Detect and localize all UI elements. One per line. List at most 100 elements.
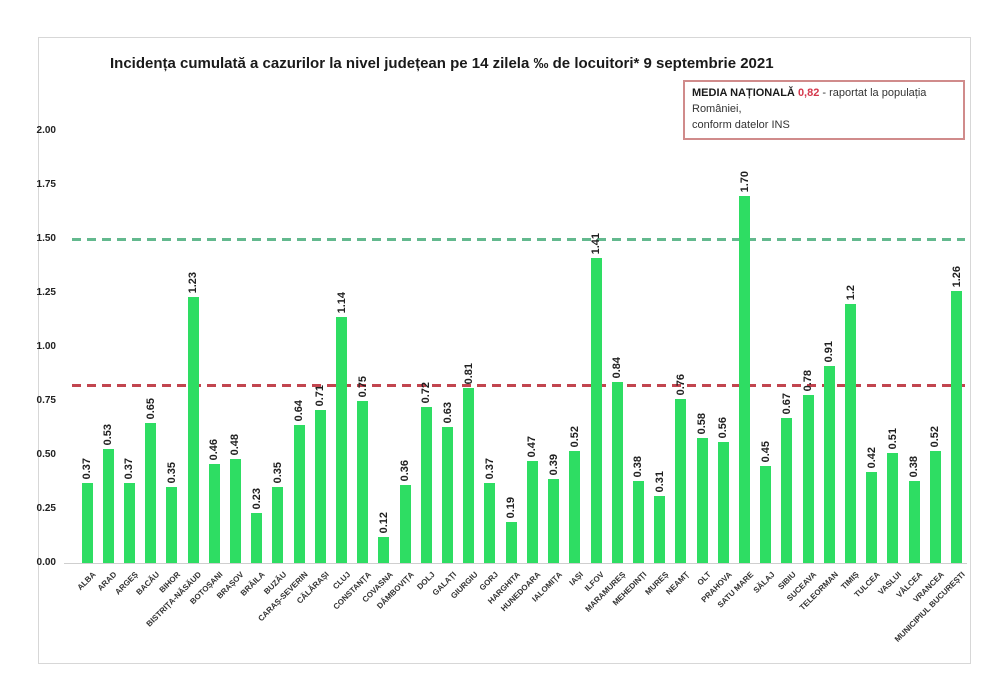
bar-buz-u xyxy=(272,487,284,563)
bar-suceava xyxy=(802,395,814,563)
y-axis-tick-1.75: 1.75 xyxy=(36,179,56,190)
bar-prahova xyxy=(717,442,729,563)
bar-value-suceava: 0.78 xyxy=(802,369,815,391)
bar-value-dolj: 0.72 xyxy=(420,381,433,403)
plot-area: 0.37 ALBA 0.53 ARAD 0.37 ARGEȘ 0.65 BACĂU 0.35 BI… xyxy=(68,131,967,644)
bar-value-municipiul-bucure-ti: 1.26 xyxy=(950,265,963,287)
bar-value-bihor: 0.35 xyxy=(165,461,178,483)
bar-value-mehedin-i: 0.38 xyxy=(632,455,645,477)
bar-bihor xyxy=(166,487,178,563)
bar-value-bistri-a-n-s-ud: 1.23 xyxy=(187,271,200,293)
bar-bra-ov xyxy=(229,459,241,563)
bar-s-laj xyxy=(760,466,772,563)
bar-harghita xyxy=(505,522,517,563)
bar-mehedin-i xyxy=(632,481,644,563)
bar-vrancea xyxy=(929,451,941,563)
bar-value-sibiu: 0.67 xyxy=(780,392,793,414)
bar-timi- xyxy=(845,304,857,563)
legend-text-line2: conform datelor INS xyxy=(692,118,790,131)
bar-boto-ani xyxy=(208,464,220,563)
bar-value-constan-a: 0.75 xyxy=(356,375,369,397)
y-axis-tick-1.00: 1.00 xyxy=(36,341,56,352)
bar-value-satu-mare: 1.70 xyxy=(738,170,751,192)
bar-value-mure-: 0.31 xyxy=(653,470,666,492)
bar-value-bra-ov: 0.48 xyxy=(229,433,242,455)
bar-value-hunedoara: 0.47 xyxy=(526,435,539,457)
bar-value-tulcea: 0.42 xyxy=(865,446,878,468)
bar-value-harghita: 0.19 xyxy=(505,496,518,518)
bar-covasna xyxy=(378,537,390,563)
bar-value-bac-u: 0.65 xyxy=(144,397,157,419)
bar-value-giurgiu: 0.81 xyxy=(462,362,475,384)
bar-ilfov xyxy=(590,258,602,563)
bar-value-vaslui: 0.51 xyxy=(886,427,899,449)
bar-bac-u xyxy=(145,423,157,563)
bar-br-ila xyxy=(251,513,263,563)
y-axis-tick-0.75: 0.75 xyxy=(36,395,56,406)
bar-olt xyxy=(696,438,708,563)
bar-alba xyxy=(81,483,93,563)
y-axis-tick-1.25: 1.25 xyxy=(36,287,56,298)
bar-value-vrancea: 0.52 xyxy=(929,425,942,447)
x-axis-line xyxy=(64,563,967,564)
bar-maramure- xyxy=(611,382,623,563)
legend-text: - raportat la populația României, xyxy=(692,87,927,115)
bar-value-cluj: 1.14 xyxy=(335,291,348,313)
bar-satu-mare xyxy=(739,196,750,563)
bar-value-ilfov: 1.41 xyxy=(590,232,603,254)
bar-c-l-ra-i xyxy=(314,410,326,563)
bar-value-buz-u: 0.35 xyxy=(271,461,284,483)
bar-vaslui xyxy=(887,453,899,563)
bar-value-alba: 0.37 xyxy=(81,457,93,479)
bar-value-neam-: 0.76 xyxy=(674,373,687,395)
bar-value-gorj: 0.37 xyxy=(483,457,496,479)
bar-cluj xyxy=(336,317,348,563)
y-axis-tick-1.50: 1.50 xyxy=(36,233,56,244)
media-nationala-0.82-line xyxy=(72,384,965,388)
bar-value-timi-: 1.2 xyxy=(844,284,857,300)
bar-mure- xyxy=(654,496,666,563)
bar-value-ia-i: 0.52 xyxy=(568,425,581,447)
bar-arad xyxy=(102,449,114,563)
bar-constan-a xyxy=(357,401,369,563)
bar-value-covasna: 0.12 xyxy=(377,511,390,533)
bar-value-gala-i: 0.63 xyxy=(441,401,454,423)
legend-value: 0,82 xyxy=(797,87,820,99)
bar-value-v-lcea: 0.38 xyxy=(908,455,921,477)
bar-ia-i xyxy=(569,451,581,563)
bar-value-s-laj: 0.45 xyxy=(759,440,772,462)
bar-dolj xyxy=(420,407,432,563)
y-axis-tick-2.00: 2.00 xyxy=(36,125,56,136)
bar-value-arge-: 0.37 xyxy=(123,457,136,479)
bar-municipiul-bucure-ti xyxy=(951,291,963,563)
bar-giurgiu xyxy=(463,388,475,563)
y-axis-tick-0.00: 0.00 xyxy=(36,557,56,568)
bar-value-olt: 0.58 xyxy=(696,412,709,434)
bar-gala-i xyxy=(442,427,454,563)
bar-sibiu xyxy=(781,418,793,563)
bar-value-ialomi-a: 0.39 xyxy=(547,453,560,475)
y-axis-tick-0.50: 0.50 xyxy=(36,449,56,460)
bar-value-teleorman: 0.91 xyxy=(823,340,836,362)
bar-value-c-l-ra-i: 0.71 xyxy=(314,384,327,406)
bar-gorj xyxy=(484,483,496,563)
bar-value-prahova: 0.56 xyxy=(717,416,730,438)
bar-value-arad: 0.53 xyxy=(102,423,115,445)
bar-teleorman xyxy=(823,366,835,563)
bar-cara-severin xyxy=(293,425,305,563)
threshold-1.50-line xyxy=(72,237,965,241)
bar-neam- xyxy=(675,399,687,563)
bar-tulcea xyxy=(866,472,878,563)
bar-value-maramure-: 0.84 xyxy=(611,356,624,378)
bar-ialomi-a xyxy=(548,479,560,563)
bar-bistri-a-n-s-ud xyxy=(187,297,199,563)
bar-arge- xyxy=(123,483,135,563)
chart-title: Incidența cumulată a cazurilor la nivel … xyxy=(110,55,774,72)
bar-value-br-ila: 0.23 xyxy=(250,487,263,509)
legend-box: MEDIA NAȚIONALĂ 0,82 - raportat la popul… xyxy=(683,80,965,140)
y-axis-tick-0.25: 0.25 xyxy=(36,503,56,514)
bar-d-mbovi-a xyxy=(399,485,411,563)
bar-value-d-mbovi-a: 0.36 xyxy=(399,459,412,481)
bar-value-boto-ani: 0.46 xyxy=(208,438,221,460)
bar-hunedoara xyxy=(526,461,538,563)
